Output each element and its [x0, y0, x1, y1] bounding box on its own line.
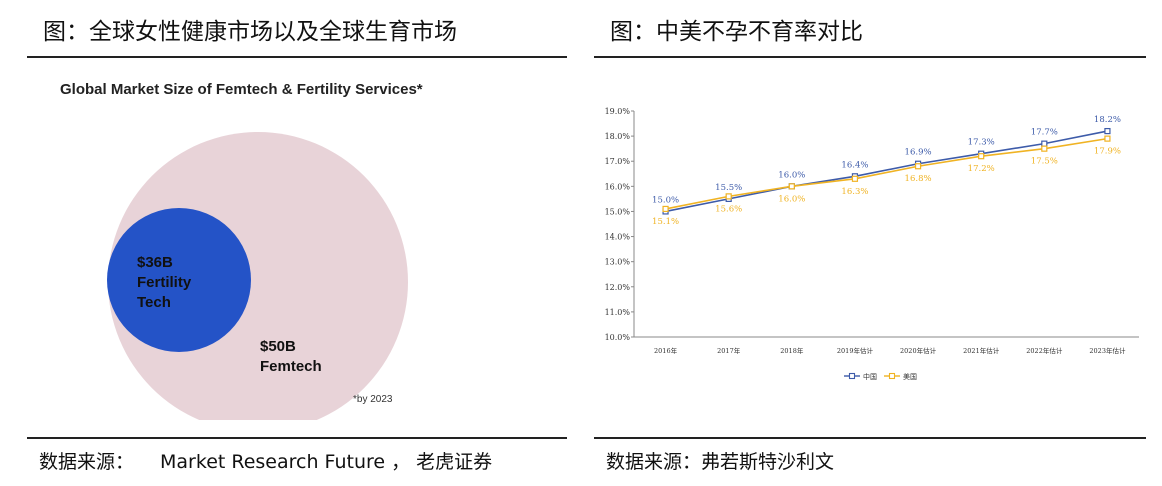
bubble-footnote: *by 2023	[353, 394, 393, 405]
series-0-point	[1104, 127, 1111, 135]
series-1-point	[662, 205, 669, 213]
y-tick-label: 16.0%	[605, 182, 631, 191]
x-tick-label: 2019年估计	[837, 346, 874, 355]
series-1-data-label: 17.9%	[1094, 147, 1121, 157]
left-panel: 图：全球女性健康市场以及全球生育市场 Global Market Size of…	[27, 0, 567, 486]
series-0-data-label: 17.7%	[1031, 128, 1058, 138]
series-0-point	[1041, 140, 1048, 147]
bubble-chart: $36B Fertility Tech $50B Femtech *by 202…	[107, 132, 408, 420]
left-panel-title: 图：全球女性健康市场以及全球生育市场	[43, 19, 457, 45]
right-top-rule	[594, 56, 1146, 58]
series-1-data-label: 16.0%	[778, 194, 805, 204]
series-1-point	[725, 193, 732, 200]
x-tick-label: 2018年	[780, 346, 804, 355]
y-tick-label: 19.0%	[605, 107, 631, 116]
series-1-point	[788, 183, 795, 190]
series-1-point	[914, 163, 922, 170]
left-source: 数据来源： Market Research Future ， 老虎证券	[39, 448, 492, 476]
y-tick-label: 12.0%	[605, 283, 631, 292]
series-1-point	[1104, 135, 1111, 142]
series-1-data-label: 15.6%	[715, 204, 742, 214]
y-tick-label: 17.0%	[605, 157, 631, 166]
right-bottom-rule	[594, 437, 1146, 439]
x-tick-label: 2017年	[717, 346, 741, 355]
x-tick-label: 2023年估计	[1089, 346, 1126, 355]
y-tick-label: 11.0%	[605, 308, 631, 317]
fertility-name-label: Fertility	[137, 274, 192, 291]
fertility-value-label: $36B	[137, 254, 173, 271]
y-tick-label: 14.0%	[605, 233, 631, 242]
series-1-data-label: 16.8%	[905, 174, 932, 184]
series-0-data-label: 16.0%	[778, 170, 805, 180]
series-line-0	[665, 130, 1108, 213]
legend-marker-1	[888, 372, 896, 380]
fertility-name-label-2: Tech	[137, 294, 171, 311]
series-0-data-label: 18.2%	[1094, 115, 1121, 125]
right-panel: 图：中美不孕不育率对比 10.0% 11.0% 12.0% 13.0% 14.0% 15.…	[594, 0, 1146, 486]
x-tick-label: 2021年估计	[963, 346, 1000, 355]
series-1-data-label: 17.2%	[968, 164, 995, 174]
left-bottom-rule	[27, 437, 567, 439]
line-chart: 10.0% 11.0% 12.0% 13.0% 14.0% 15.0% 16.0% 17.0%…	[605, 107, 1139, 381]
right-source-label: 数据来源：	[606, 451, 702, 473]
bubble-fertility-tech	[107, 208, 251, 352]
legend-label-1: 美国	[903, 372, 917, 381]
left-top-rule	[27, 56, 567, 58]
right-source: 数据来源：弗若斯特沙利文	[606, 448, 834, 476]
series-0-data-label: 15.5%	[715, 183, 742, 193]
series-0-data-label: 16.4%	[841, 160, 868, 170]
series-1-data-label: 15.1%	[652, 217, 679, 227]
x-tick-label: 2022年估计	[1026, 346, 1063, 355]
femtech-value-label: $50B	[260, 338, 296, 355]
series-1-point	[1041, 145, 1048, 152]
series-0-data-label: 15.0%	[652, 195, 679, 205]
y-tick-label: 10.0%	[605, 333, 631, 342]
right-panel-title: 图：中美不孕不育率对比	[610, 19, 863, 45]
series-1-data-label: 17.5%	[1031, 157, 1058, 167]
y-tick-label: 13.0%	[605, 258, 631, 267]
right-source-value: 弗若斯特沙利文	[701, 451, 835, 473]
series-1-point	[851, 175, 859, 182]
y-tick-label: 18.0%	[605, 132, 631, 141]
series-1-point	[978, 153, 985, 160]
x-tick-label: 2016年	[654, 346, 678, 355]
series-0-data-label: 17.3%	[968, 138, 995, 148]
series-1-data-label: 16.3%	[841, 187, 868, 197]
legend-label-0: 中国	[863, 372, 877, 381]
left-source-value: Market Research Future ， 老虎证券	[160, 451, 493, 473]
series-0-data-label: 16.9%	[905, 148, 932, 158]
x-tick-label: 2020年估计	[900, 346, 937, 355]
legend-marker-0	[848, 372, 856, 380]
left-source-label: 数据来源：	[39, 451, 135, 473]
femtech-name-label: Femtech	[260, 358, 322, 375]
series-line-1	[665, 137, 1108, 210]
bubble-chart-title: Global Market Size of Femtech & Fertilit…	[60, 81, 423, 98]
y-tick-label: 15.0%	[605, 207, 631, 216]
